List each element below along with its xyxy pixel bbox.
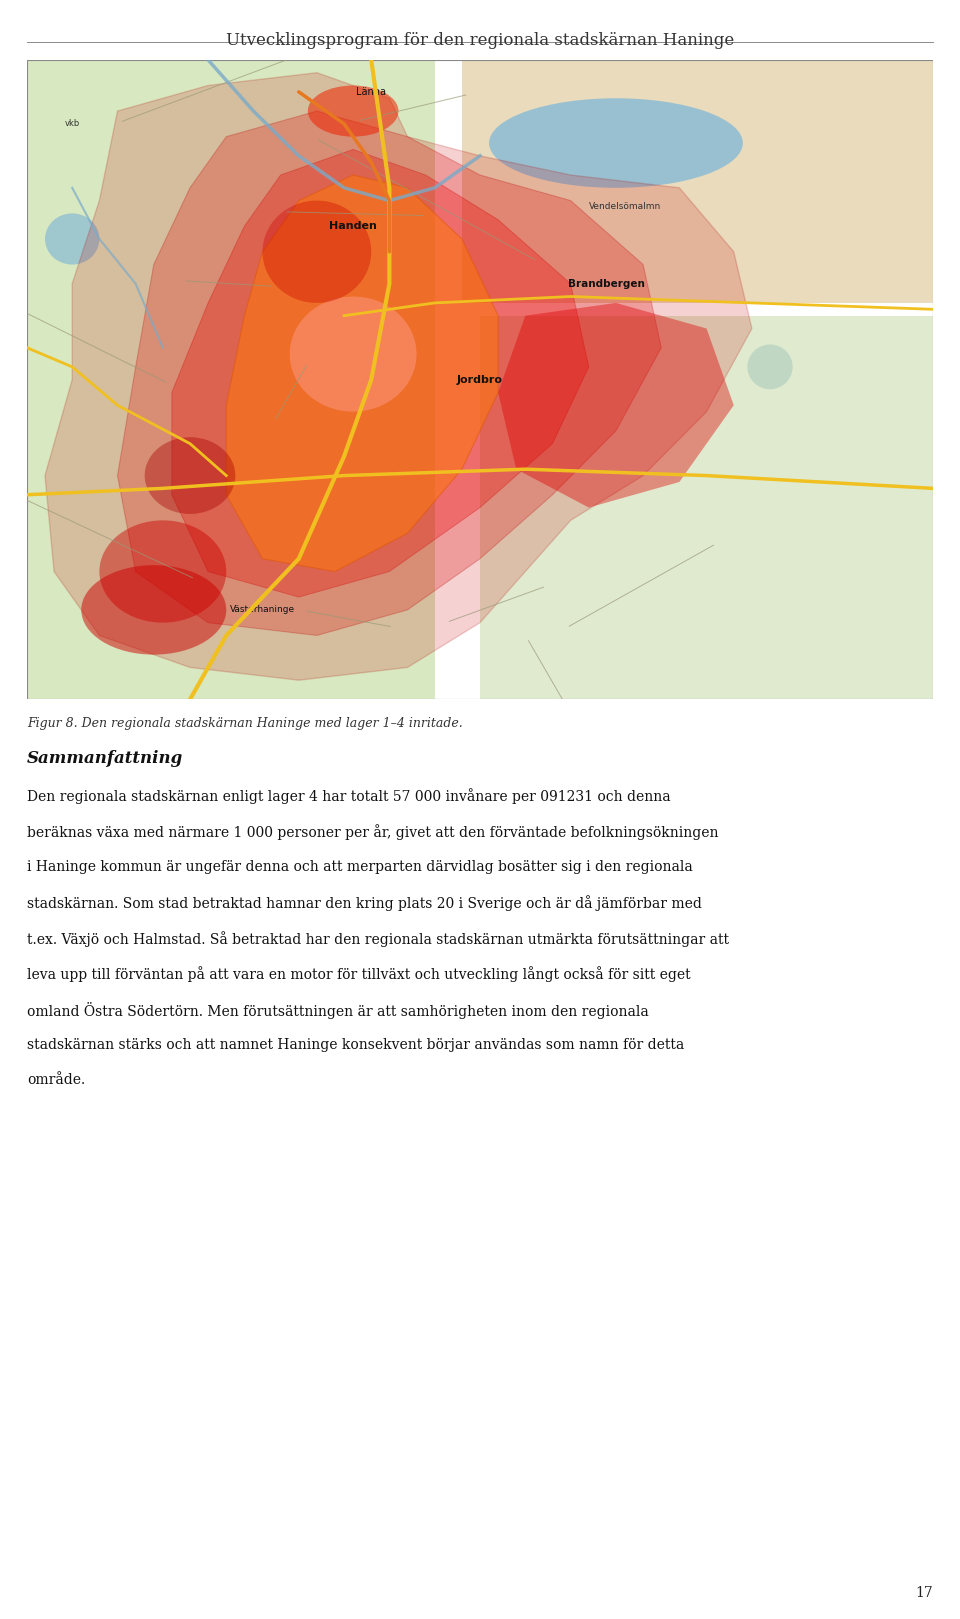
Text: Handen: Handen [329,222,377,232]
Text: Den regionala stadskärnan enligt lager 4 har totalt 57 000 invånare per 091231 o: Den regionala stadskärnan enligt lager 4… [27,788,670,805]
Ellipse shape [145,437,235,513]
Text: stadskärnan stärks och att namnet Haninge konsekvent börjar användas som namn fö: stadskärnan stärks och att namnet Haning… [27,1038,684,1052]
Polygon shape [45,73,752,680]
Text: Figur 8. Den regionala stadskärnan Haninge med lager 1–4 inritade.: Figur 8. Den regionala stadskärnan Hanin… [27,717,463,730]
Polygon shape [117,112,661,635]
Text: t.ex. Växjö och Halmstad. Så betraktad har den regionala stadskärnan utmärkta fö: t.ex. Växjö och Halmstad. Så betraktad h… [27,931,729,947]
FancyBboxPatch shape [27,60,435,699]
Text: i Haninge kommun är ungefär denna och att merparten därvidlag bosätter sig i den: i Haninge kommun är ungefär denna och at… [27,860,692,874]
Text: Länna: Länna [356,87,386,97]
Text: 17: 17 [916,1585,933,1600]
Text: beräknas växa med närmare 1 000 personer per år, givet att den förväntade befolk: beräknas växa med närmare 1 000 personer… [27,824,718,840]
Ellipse shape [747,345,793,389]
Text: Jordbro: Jordbro [457,374,503,385]
Text: Västerhaninge: Västerhaninge [230,606,295,614]
Ellipse shape [290,296,417,411]
Text: omland Östra Södertörn. Men förutsättningen är att samhörigheten inom den region: omland Östra Södertörn. Men förutsättnin… [27,1002,649,1020]
FancyBboxPatch shape [480,316,933,699]
Text: Brandbergen: Brandbergen [568,278,645,288]
Polygon shape [498,303,733,508]
Ellipse shape [308,86,398,136]
Polygon shape [172,149,588,597]
Text: leva upp till förväntan på att vara en motor för tillväxt och utveckling långt o: leva upp till förväntan på att vara en m… [27,967,690,983]
Text: område.: område. [27,1073,85,1088]
Ellipse shape [45,214,100,264]
Ellipse shape [489,99,743,188]
Ellipse shape [100,520,227,623]
Text: Sammanfattning: Sammanfattning [27,750,183,767]
Text: Vendelsömalmn: Vendelsömalmn [588,202,661,212]
Text: stadskärnan. Som stad betraktad hamnar den kring plats 20 i Sverige och är då jä: stadskärnan. Som stad betraktad hamnar d… [27,895,702,911]
Ellipse shape [82,565,227,654]
Text: Utvecklingsprogram för den regionala stadskärnan Haninge: Utvecklingsprogram för den regionala sta… [226,32,734,50]
Text: vkb: vkb [64,120,80,128]
Polygon shape [462,60,933,303]
Polygon shape [227,175,498,572]
Ellipse shape [262,201,372,303]
